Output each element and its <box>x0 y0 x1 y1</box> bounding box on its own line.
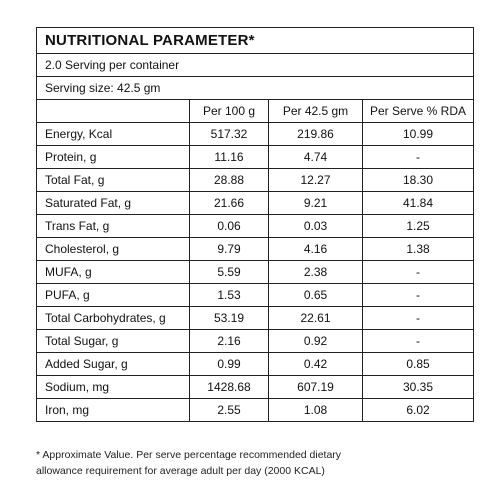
rda-value: 0.85 <box>362 352 474 376</box>
nutrient-name: Protein, g <box>36 145 190 169</box>
per-serve-value: 0.65 <box>268 283 363 307</box>
header-cell-rda: Per Serve % RDA <box>362 99 474 123</box>
per-serve-value: 4.74 <box>268 145 363 169</box>
header-cell-per-serve: Per 42.5 gm <box>268 99 363 123</box>
nutrient-name: Sodium, mg <box>36 375 190 399</box>
rda-value: 18.30 <box>362 168 474 192</box>
table-row: PUFA, g 1.53 0.65- <box>36 283 474 307</box>
table-title: NUTRITIONAL PARAMETER* <box>36 27 474 54</box>
per-100g-value: 2.16 <box>189 329 269 353</box>
footnote-line-1: * Approximate Value. Per serve percentag… <box>36 449 342 461</box>
rda-value: 6.02 <box>362 398 474 422</box>
nutrient-name: Total Fat, g <box>36 168 190 192</box>
header-row: Per 100 g Per 42.5 gm Per Serve % RDA <box>36 99 474 123</box>
per-100g-value: 53.19 <box>189 306 269 330</box>
rda-value: 1.38 <box>362 237 474 261</box>
nutrient-name: PUFA, g <box>36 283 190 307</box>
per-serve-value: 4.16 <box>268 237 363 261</box>
table-row: Energy, Kcal 517.32 219.86 10.99 <box>36 122 474 146</box>
rda-value: - <box>362 260 474 284</box>
nutrient-name: Saturated Fat, g <box>36 191 190 215</box>
nutrient-name: Total Sugar, g <box>36 329 190 353</box>
rda-value: 41.84 <box>362 191 474 215</box>
per-serve-value: 0.92 <box>268 329 363 353</box>
per-serve-value: 9.21 <box>268 191 363 215</box>
per-100g-value: 517.32 <box>189 122 269 146</box>
per-serve-value: 607.19 <box>268 375 363 399</box>
per-100g-value: 0.06 <box>189 214 269 238</box>
header-cell-per-100g: Per 100 g <box>189 99 269 123</box>
table-row: Added Sugar, g 0.99 0.42 0.85 <box>36 352 474 376</box>
rda-value: 10.99 <box>362 122 474 146</box>
table-row: Iron, mg 2.55 1.08 6.02 <box>36 398 474 422</box>
per-100g-value: 21.66 <box>189 191 269 215</box>
table-row: Sodium, mg 1428.68 607.19 30.35 <box>36 375 474 399</box>
table-row: Protein, g 11.16 4.74- <box>36 145 474 169</box>
nutrient-name: Total Carbohydrates, g <box>36 306 190 330</box>
per-100g-value: 0.99 <box>189 352 269 376</box>
per-100g-value: 5.59 <box>189 260 269 284</box>
rda-value: - <box>362 145 474 169</box>
servings-row: 2.0 Serving per container <box>36 53 474 77</box>
footnote-line-2: allowance requirement for average adult … <box>36 465 325 477</box>
nutrient-name: MUFA, g <box>36 260 190 284</box>
table-row: MUFA, g 5.59 2.38- <box>36 260 474 284</box>
per-serve-value: 0.42 <box>268 352 363 376</box>
rda-value: 1.25 <box>362 214 474 238</box>
rda-value: - <box>362 283 474 307</box>
table-row: Saturated Fat, g 21.66 9.21 41.84 <box>36 191 474 215</box>
nutrient-name: Trans Fat, g <box>36 214 190 238</box>
header-cell-nutrient <box>36 99 190 123</box>
title-row: NUTRITIONAL PARAMETER* <box>36 27 474 54</box>
rda-value: 30.35 <box>362 375 474 399</box>
nutrient-name: Cholesterol, g <box>36 237 190 261</box>
per-100g-value: 28.88 <box>189 168 269 192</box>
serving-size-row: Serving size: 42.5 gm <box>36 76 474 100</box>
nutrient-name: Iron, mg <box>36 398 190 422</box>
per-100g-value: 11.16 <box>189 145 269 169</box>
rda-value: - <box>362 306 474 330</box>
per-serve-value: 22.61 <box>268 306 363 330</box>
per-100g-value: 1.53 <box>189 283 269 307</box>
table-row: Cholesterol, g 9.79 4.16 1.38 <box>36 237 474 261</box>
table-row: Total Fat, g 28.88 12.27 18.30 <box>36 168 474 192</box>
per-serve-value: 219.86 <box>268 122 363 146</box>
per-serve-value: 1.08 <box>268 398 363 422</box>
nutrition-panel: NUTRITIONAL PARAMETER* 2.0 Serving per c… <box>36 27 474 422</box>
per-serve-value: 2.38 <box>268 260 363 284</box>
per-100g-value: 2.55 <box>189 398 269 422</box>
nutrient-name: Energy, Kcal <box>36 122 190 146</box>
per-100g-value: 9.79 <box>189 237 269 261</box>
footnote: * Approximate Value. Per serve percentag… <box>36 447 476 479</box>
nutrition-table: NUTRITIONAL PARAMETER* 2.0 Serving per c… <box>36 27 474 422</box>
per-serve-value: 12.27 <box>268 168 363 192</box>
serving-size: Serving size: 42.5 gm <box>36 76 474 100</box>
table-row: Total Sugar, g 2.16 0.92- <box>36 329 474 353</box>
servings-per-container: 2.0 Serving per container <box>36 53 474 77</box>
table-row: Trans Fat, g 0.06 0.03 1.25 <box>36 214 474 238</box>
rda-value: - <box>362 329 474 353</box>
per-100g-value: 1428.68 <box>189 375 269 399</box>
nutrient-name: Added Sugar, g <box>36 352 190 376</box>
table-row: Total Carbohydrates, g 53.19 22.61- <box>36 306 474 330</box>
per-serve-value: 0.03 <box>268 214 363 238</box>
